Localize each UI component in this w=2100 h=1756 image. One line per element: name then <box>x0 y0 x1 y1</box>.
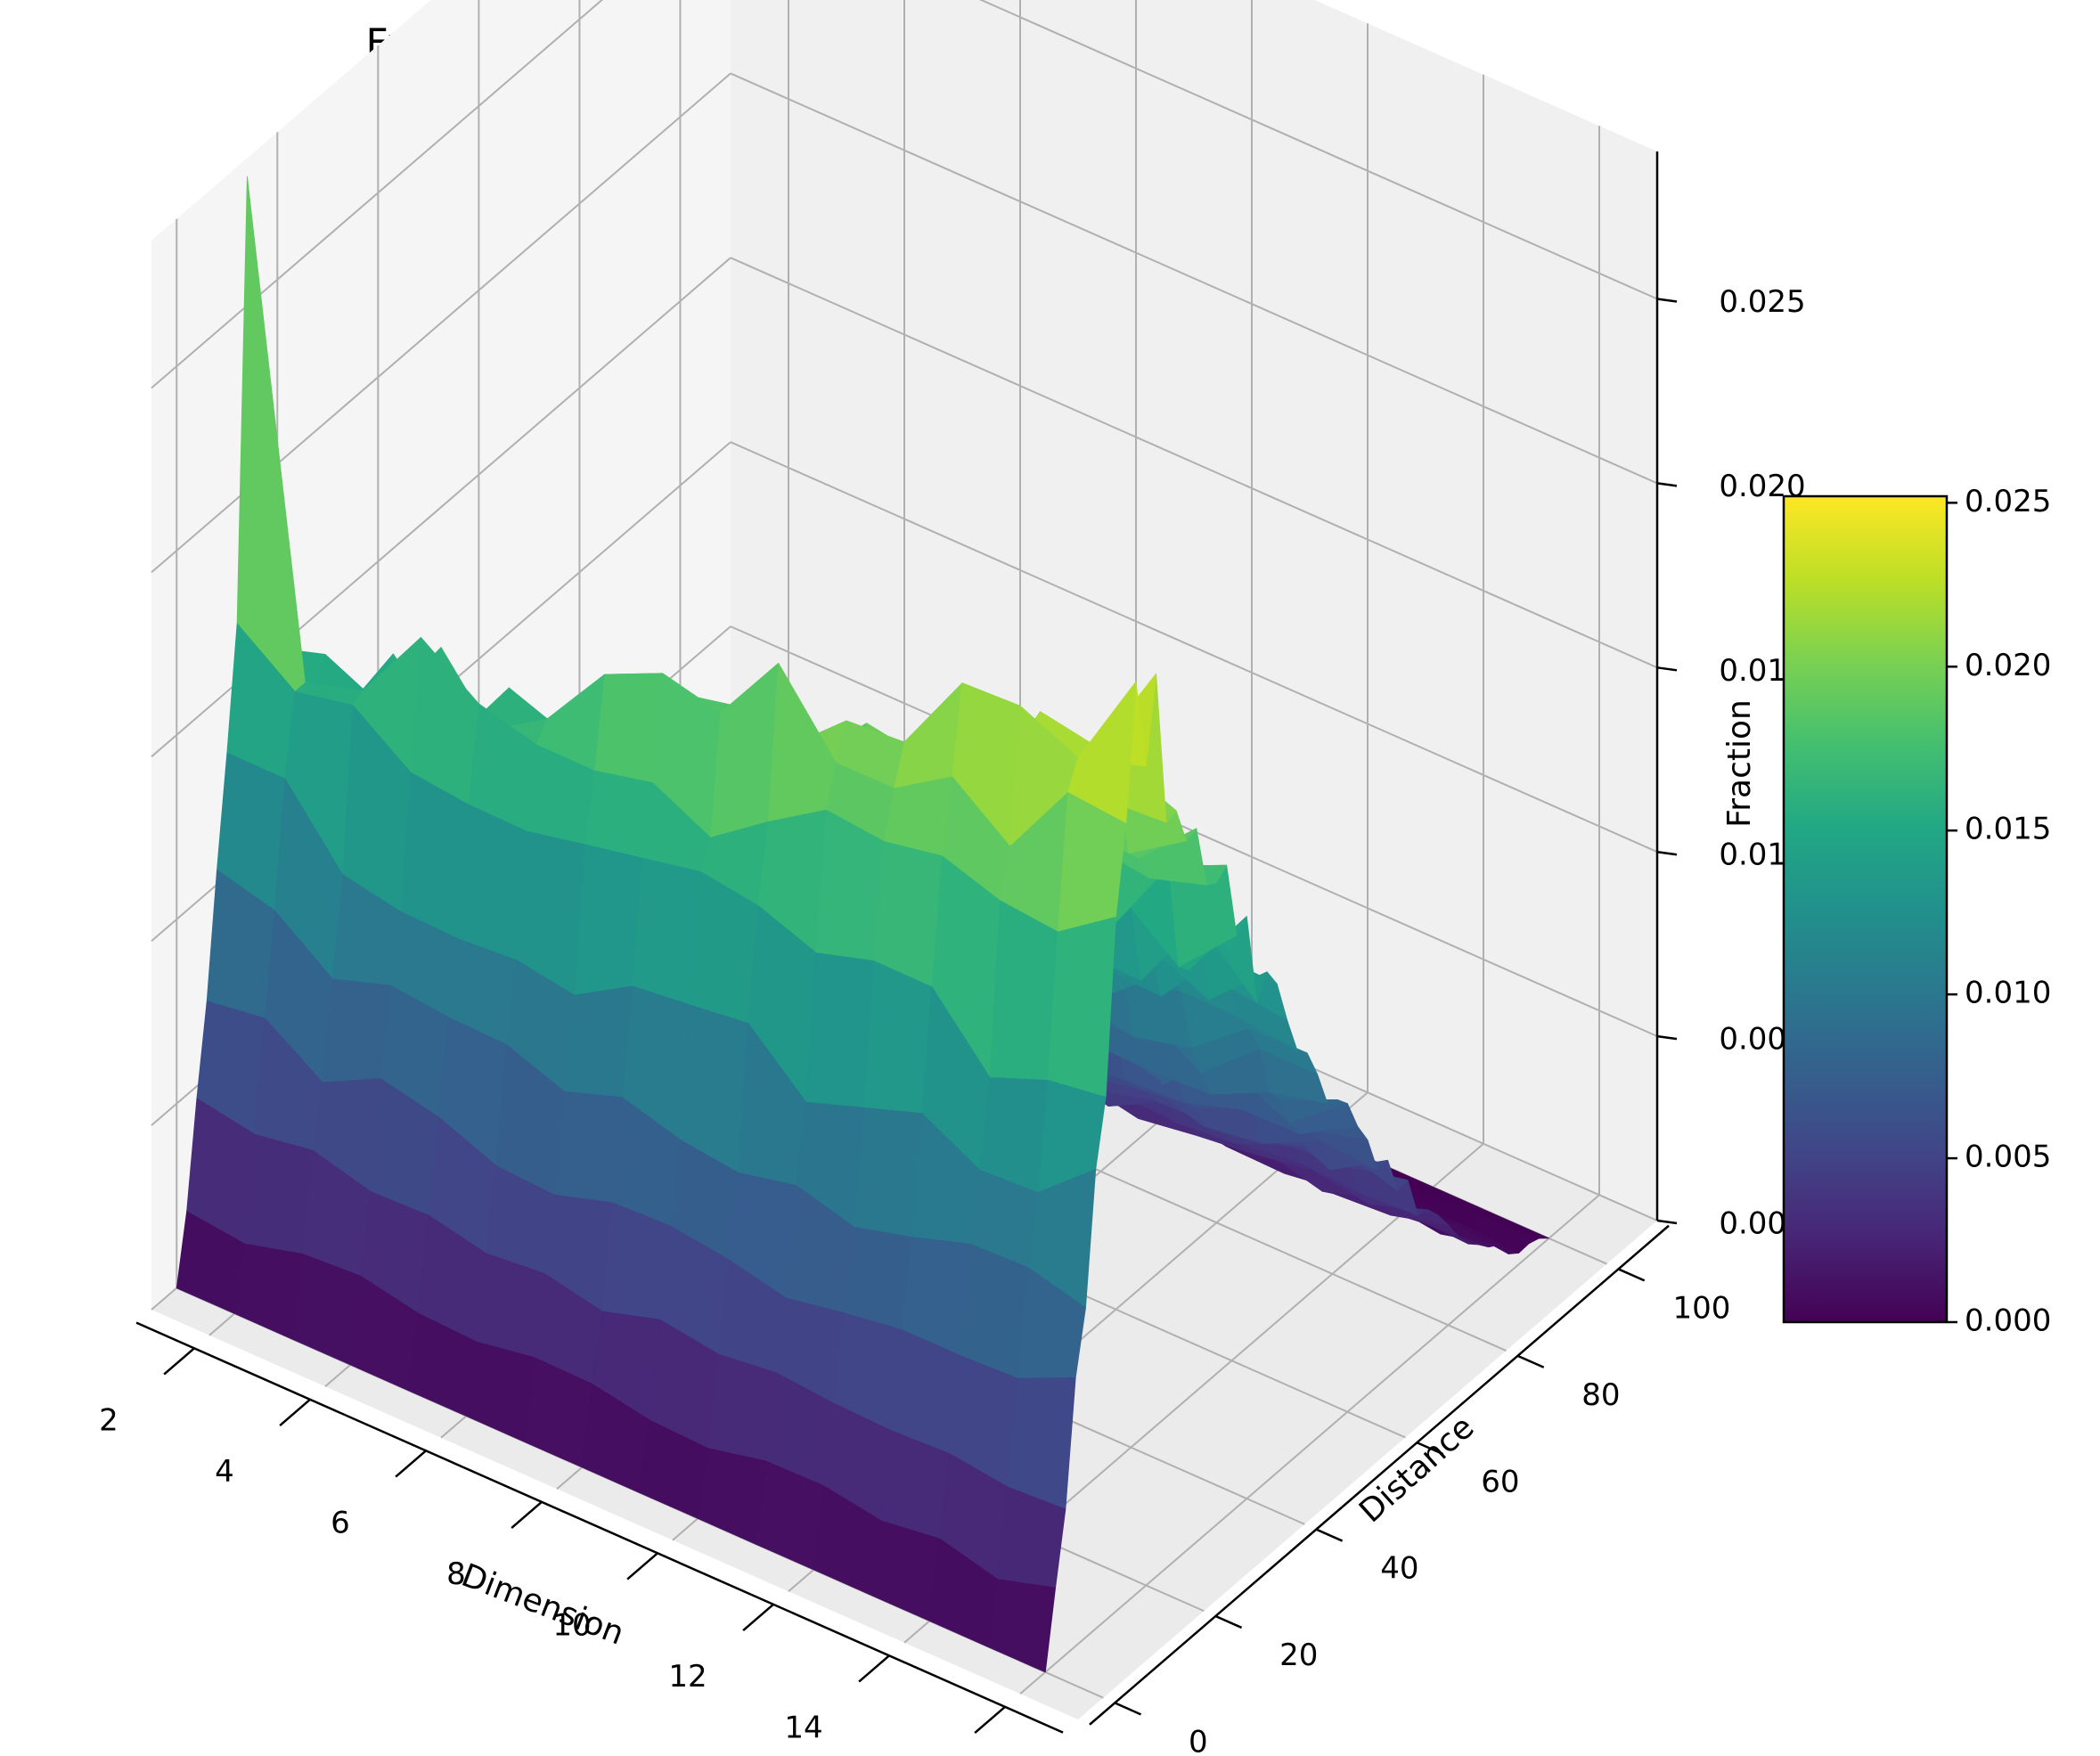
colorbar-tick-label: 0.015 <box>1965 812 2051 847</box>
surface-facet <box>564 985 633 1099</box>
x-tick <box>858 1654 890 1683</box>
surface-facet <box>574 844 643 996</box>
surface-facet <box>584 770 653 859</box>
surface-facet <box>322 978 391 1083</box>
x-axis-line <box>135 1321 1064 1734</box>
x-tick-label: 4 <box>215 1454 234 1490</box>
surface-facet <box>1007 1377 1076 1510</box>
surface-facet <box>632 857 701 1006</box>
grid-x <box>1019 1194 1600 1695</box>
grid-z <box>730 441 1658 853</box>
surface-facet <box>244 1133 314 1254</box>
surface-facet <box>594 673 664 783</box>
x-tick-label: 6 <box>331 1506 350 1541</box>
grid-z <box>978 0 1658 300</box>
colorbar-tick-label: 0.010 <box>1965 976 2051 1011</box>
x-tick <box>974 1705 1006 1735</box>
y-tick-label: 100 <box>1673 1291 1731 1327</box>
x-tick-label: 12 <box>668 1659 707 1695</box>
grid-z <box>730 257 1658 669</box>
y-tick <box>1114 1702 1142 1716</box>
y-tick <box>1416 1442 1444 1456</box>
z-tick <box>1656 1219 1678 1225</box>
back-pane <box>731 0 1657 1221</box>
x-tick <box>742 1603 774 1632</box>
surface-facet <box>986 1579 1056 1673</box>
x-tick <box>163 1347 195 1376</box>
x-tick-label: 14 <box>784 1711 822 1746</box>
axis-lines <box>135 151 1678 1735</box>
surface-facet <box>854 1107 923 1237</box>
y-axis-line <box>1089 1224 1670 1726</box>
x-tick-label: 2 <box>99 1403 118 1439</box>
colorbar-tick-label: 0.000 <box>1965 1303 2051 1339</box>
y-tick <box>1516 1354 1545 1368</box>
y-tick <box>1315 1528 1344 1542</box>
surface-facet <box>989 900 1058 1081</box>
z-tick-label: 0.025 <box>1719 284 1805 320</box>
grid-z <box>730 72 1658 485</box>
colorbar-tick-label: 0.020 <box>1965 648 2051 683</box>
z-axis-label: Fraction <box>1721 699 1758 828</box>
surface-facet <box>1047 917 1116 1098</box>
x-tick <box>511 1500 543 1530</box>
colorbar-tick-label: 0.025 <box>1965 484 2051 519</box>
surface-facet <box>553 1090 623 1204</box>
y-tick-label: 0 <box>1189 1725 1208 1756</box>
surface-facet <box>805 952 875 1108</box>
x-tick-label: 10 <box>552 1608 591 1644</box>
surface-facet <box>458 804 527 961</box>
x-tick <box>395 1450 427 1478</box>
z-tick <box>1656 298 1678 303</box>
y-tick <box>1617 1268 1646 1282</box>
y-tick-label: 60 <box>1481 1464 1519 1499</box>
x-tick <box>626 1552 658 1580</box>
surface-facet <box>959 1243 1028 1379</box>
colorbar-ticks: 0.000 0.005 0.010 0.015 0.020 0.025 <box>1947 484 2051 1339</box>
z-tick <box>1656 1034 1678 1041</box>
z-tick <box>1656 850 1678 856</box>
x-tick-label: 8 <box>446 1556 466 1592</box>
colorbar <box>1782 494 1949 1324</box>
surface-facet <box>863 960 933 1115</box>
surface-facet <box>843 1227 912 1331</box>
surface-plot <box>176 176 1549 1673</box>
z-tick <box>1656 666 1678 672</box>
x-axis-label: Dimension <box>456 1557 628 1653</box>
x-tick <box>279 1398 311 1427</box>
z-tick <box>1656 482 1678 487</box>
colorbar-tick-label: 0.005 <box>1965 1139 2051 1175</box>
surface-facet <box>707 1353 777 1462</box>
y-tick <box>1214 1614 1243 1629</box>
y-tick-label: 80 <box>1581 1377 1620 1413</box>
y-tick-label: 40 <box>1380 1551 1418 1587</box>
y-tick-label: 20 <box>1279 1638 1318 1673</box>
